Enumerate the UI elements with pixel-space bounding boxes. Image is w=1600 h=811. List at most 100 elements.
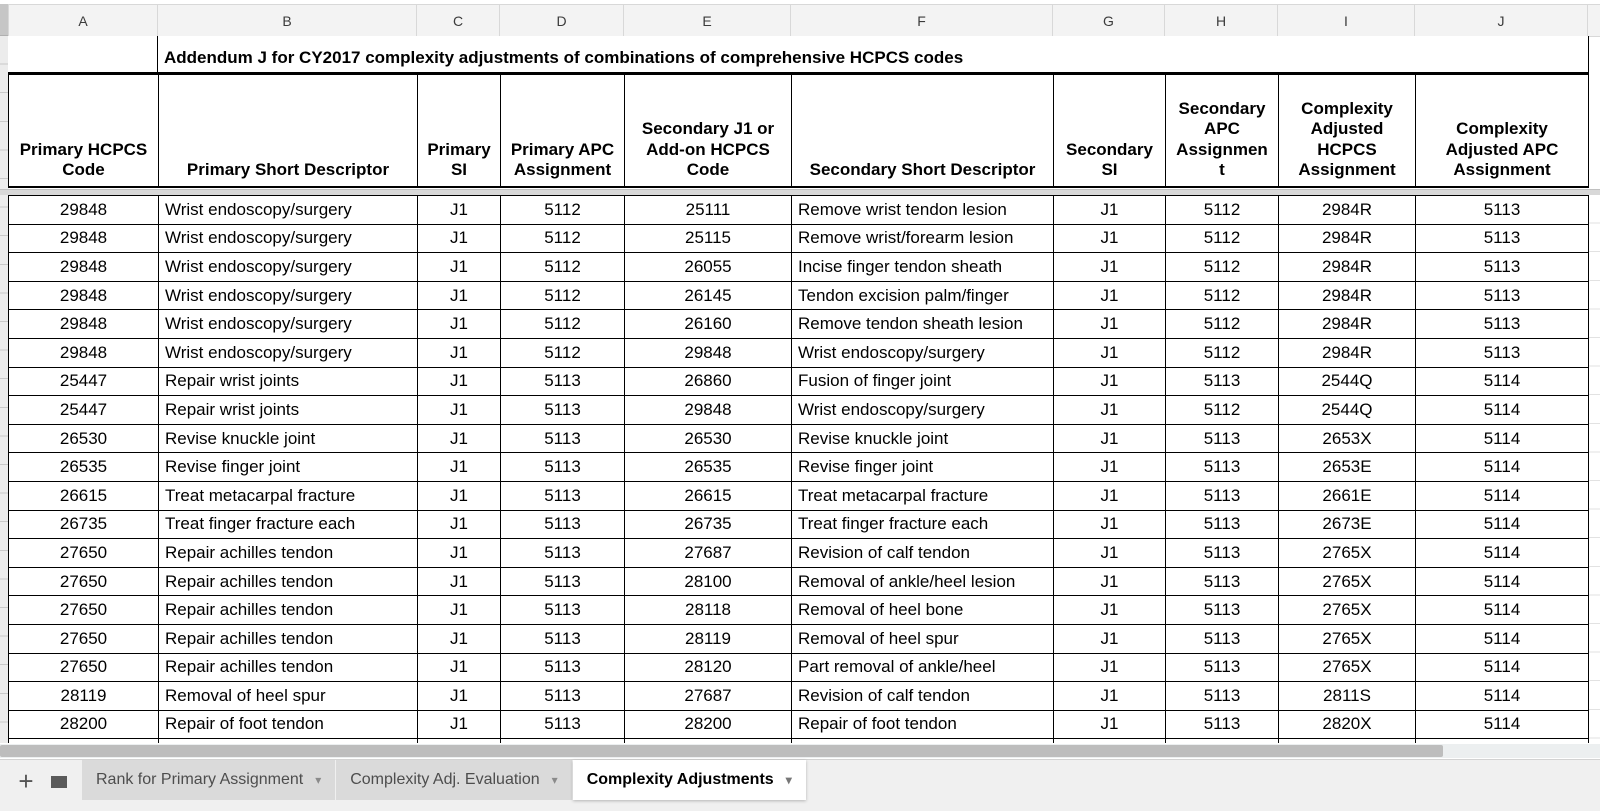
header-cell[interactable]: Primary HCPCS Code	[8, 74, 159, 188]
cell[interactable]: 5112	[500, 309, 625, 339]
cell[interactable]: Remove wrist/forearm lesion	[791, 223, 1054, 254]
cell[interactable]: J1	[1053, 423, 1166, 454]
column-header-e[interactable]: E	[624, 5, 791, 37]
cell[interactable]: J1	[417, 223, 501, 254]
cell[interactable]: 5112	[500, 252, 625, 282]
cell[interactable]: J1	[417, 195, 501, 225]
cell[interactable]: 2544Q	[1278, 366, 1416, 397]
cell[interactable]: J1	[417, 652, 501, 683]
cell[interactable]: 26160	[624, 309, 792, 339]
cell[interactable]: J1	[1053, 309, 1166, 339]
cell[interactable]: Wrist endoscopy/surgery	[158, 252, 418, 282]
cell[interactable]: 25111	[624, 195, 792, 225]
cell[interactable]: J1	[1053, 538, 1166, 568]
cell[interactable]: 5113	[500, 480, 625, 511]
header-cell[interactable]: Secondary SI	[1053, 74, 1166, 188]
cell[interactable]: 27650	[8, 623, 159, 654]
cell[interactable]: 5113	[500, 623, 625, 654]
cell[interactable]: 29848	[8, 252, 159, 282]
cell[interactable]: 5114	[1415, 538, 1589, 568]
cell[interactable]: 2653X	[1278, 423, 1416, 454]
cell[interactable]: Revision of calf tendon	[791, 681, 1054, 711]
cell[interactable]: 26530	[8, 423, 159, 454]
cell[interactable]: 5113	[500, 652, 625, 683]
cell[interactable]: Treat finger fracture each	[158, 509, 418, 540]
cell[interactable]	[624, 738, 792, 743]
cell[interactable]: 2765X	[1278, 566, 1416, 597]
cell[interactable]: Repair wrist joints	[158, 366, 418, 397]
cell[interactable]	[1165, 738, 1279, 743]
cell[interactable]: 5112	[1165, 223, 1279, 254]
cell[interactable]: 5113	[500, 595, 625, 625]
cell[interactable]: J1	[417, 366, 501, 397]
cell-a1[interactable]	[8, 36, 158, 72]
cell[interactable]: 26860	[624, 366, 792, 397]
cell[interactable]: 27650	[8, 652, 159, 683]
cell[interactable]: 2984R	[1278, 309, 1416, 339]
cell[interactable]: 5112	[1165, 252, 1279, 282]
cell[interactable]: 5113	[500, 452, 625, 482]
cell[interactable]: 5113	[1415, 337, 1589, 368]
cell[interactable]: 28100	[624, 566, 792, 597]
column-header-c[interactable]: C	[417, 5, 500, 37]
cell[interactable]: 2984R	[1278, 195, 1416, 225]
cell[interactable]: Incise finger tendon sheath	[791, 252, 1054, 282]
cell[interactable]: J1	[417, 709, 501, 740]
cell[interactable]: 2673E	[1278, 509, 1416, 540]
cell[interactable]: 5113	[1415, 195, 1589, 225]
cell[interactable]: J1	[1053, 595, 1166, 625]
cell[interactable]: Wrist endoscopy/surgery	[158, 309, 418, 339]
cell[interactable]: 2984R	[1278, 223, 1416, 254]
column-header-f[interactable]: F	[791, 5, 1053, 37]
cell[interactable]: J1	[417, 423, 501, 454]
cell[interactable]: J1	[1053, 452, 1166, 482]
cell[interactable]: 2984R	[1278, 252, 1416, 282]
cell[interactable]: 29848	[624, 337, 792, 368]
cell[interactable]: 29848	[8, 280, 159, 311]
cell[interactable]: 5113	[1165, 595, 1279, 625]
cell[interactable]: 5113	[1165, 566, 1279, 597]
cell[interactable]: J1	[417, 337, 501, 368]
cell[interactable]: Fusion of finger joint	[791, 366, 1054, 397]
cell[interactable]	[1415, 738, 1589, 743]
cell[interactable]: 5113	[1165, 452, 1279, 482]
cell[interactable]: Removal of ankle/heel lesion	[791, 566, 1054, 597]
cell[interactable]: 5112	[500, 195, 625, 225]
header-cell[interactable]: Secondary APC Assignment	[1165, 74, 1279, 188]
cell[interactable]: 5114	[1415, 423, 1589, 454]
cell[interactable]	[791, 738, 1054, 743]
cell[interactable]: J1	[1053, 195, 1166, 225]
cell[interactable]: 5113	[1165, 623, 1279, 654]
cell[interactable]: J1	[1053, 223, 1166, 254]
cell[interactable]: 5114	[1415, 595, 1589, 625]
cell[interactable]: J1	[417, 595, 501, 625]
header-cell[interactable]: Secondary J1 or Add-on HCPCS Code	[624, 74, 792, 188]
cell[interactable]: 28118	[624, 595, 792, 625]
cell[interactable]: 5113	[1415, 280, 1589, 311]
cell[interactable]: 5114	[1415, 480, 1589, 511]
cell[interactable]: J1	[1053, 652, 1166, 683]
cell[interactable]: 25447	[8, 366, 159, 397]
cell[interactable]: 5113	[500, 395, 625, 425]
cell[interactable]: 2984R	[1278, 280, 1416, 311]
cell[interactable]: J1	[417, 309, 501, 339]
sheet-tab-complexity-adjustments[interactable]: Complexity Adjustments ▾	[572, 760, 806, 800]
cell[interactable]: 29848	[8, 223, 159, 254]
cell[interactable]: 27650	[8, 566, 159, 597]
cell[interactable]: 5113	[1165, 366, 1279, 397]
cell[interactable]: J1	[1053, 480, 1166, 511]
cell[interactable]: J1	[1053, 280, 1166, 311]
column-header-h[interactable]: H	[1165, 5, 1278, 37]
cell[interactable]: Repair of foot tendon	[158, 709, 418, 740]
cell[interactable]: J1	[417, 681, 501, 711]
cell[interactable]: 27687	[624, 538, 792, 568]
cell[interactable]: 26535	[8, 452, 159, 482]
sheet-tab-complexity-adj-evaluation[interactable]: Complexity Adj. Evaluation ▾	[336, 760, 572, 800]
cell[interactable]: 5113	[500, 423, 625, 454]
cell[interactable]: 27650	[8, 538, 159, 568]
cell[interactable]: Remove tendon sheath lesion	[791, 309, 1054, 339]
cell[interactable]: Wrist endoscopy/surgery	[158, 280, 418, 311]
cell[interactable]: Revise knuckle joint	[158, 423, 418, 454]
cell[interactable]: 5114	[1415, 709, 1589, 740]
column-header-i[interactable]: I	[1278, 5, 1415, 37]
